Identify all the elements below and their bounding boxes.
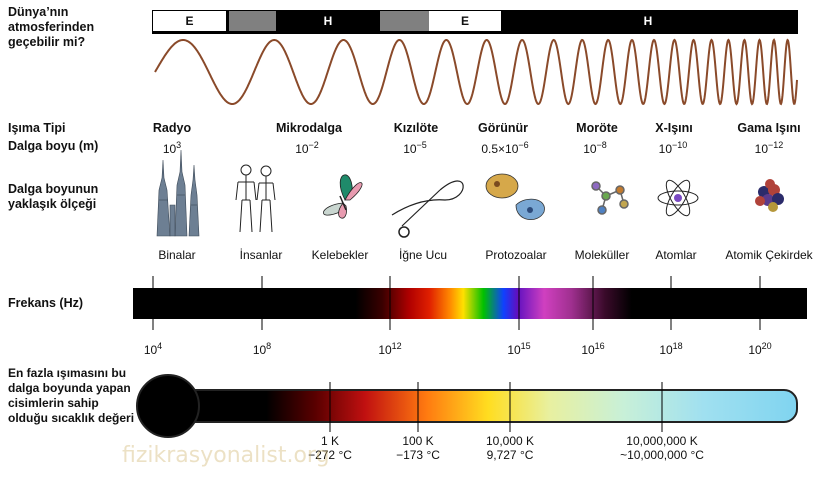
band-blocked-high: H bbox=[501, 11, 795, 31]
radiation-type-label: Işıma Tipi bbox=[8, 121, 66, 135]
type-xray: X-Işını bbox=[655, 121, 693, 135]
watermark: fizikrasyonalist.org bbox=[122, 443, 330, 468]
type-microwave: Mikrodalga bbox=[276, 121, 342, 135]
butterfly-icon bbox=[322, 174, 363, 219]
type-infrared: Kızılöte bbox=[393, 121, 439, 135]
thermometer-tube bbox=[178, 389, 798, 423]
band-partial-2 bbox=[380, 11, 429, 31]
wavelength-label: Dalga boyu (m) bbox=[8, 139, 99, 153]
freq-tick-20: 1020 bbox=[748, 341, 772, 357]
wavelength-radio: 103 bbox=[162, 140, 182, 156]
frequency-label: Frekans (Hz) bbox=[8, 296, 84, 310]
wavelength-microwave: 10−2 bbox=[295, 140, 319, 156]
caption-atoms: Atomlar bbox=[655, 248, 697, 262]
freq-tick-4: 104 bbox=[143, 341, 163, 357]
atmosphere-question: Dünya’nın atmosferinden geçebilir mi? bbox=[8, 5, 95, 49]
protozoa-icon bbox=[485, 173, 545, 220]
molecule-icon bbox=[591, 181, 629, 215]
caption-buildings: Binalar bbox=[158, 248, 196, 262]
thermometer-bulb bbox=[136, 374, 200, 438]
band-partial-1 bbox=[229, 11, 276, 31]
wavelength-gamma: 10−12 bbox=[754, 140, 784, 156]
atom-icon bbox=[657, 179, 699, 217]
band-transparent-radio: E bbox=[153, 11, 226, 31]
caption-molecules: Moleküller bbox=[574, 248, 630, 262]
type-gamma: Gama Işını bbox=[737, 121, 801, 135]
frequency-bar bbox=[133, 288, 807, 319]
wavelength-xray: 10−10 bbox=[658, 140, 688, 156]
temp-tick-100k: 100 K −173 °C bbox=[396, 434, 440, 462]
freq-tick-16: 1016 bbox=[581, 341, 605, 357]
caption-protozoa: Protozoalar bbox=[485, 248, 547, 262]
type-ultraviolet: Moröte bbox=[576, 121, 618, 135]
type-radio: Radyo bbox=[152, 121, 192, 135]
band-blocked-microwave: H bbox=[276, 11, 380, 31]
temp-tick-10000k: 10,000 K 9,727 °C bbox=[485, 434, 535, 462]
caption-needle-tip: İğne Ucu bbox=[398, 248, 448, 262]
skyscraper-icon bbox=[156, 149, 200, 237]
temp-tick-1k: 1 K −272 °C bbox=[308, 434, 352, 462]
caption-nucleus: Atomik Çekirdek bbox=[725, 248, 813, 262]
needle-icon bbox=[391, 180, 464, 238]
freq-tick-15: 1015 bbox=[507, 341, 531, 357]
wavelength-ultraviolet: 10−8 bbox=[583, 140, 607, 156]
temp-tick-10000000k: 10,000,000 K ~10,000,000 °C bbox=[620, 434, 704, 462]
freq-tick-18: 1018 bbox=[659, 341, 683, 357]
type-visible: Görünür bbox=[478, 121, 528, 135]
caption-humans: İnsanlar bbox=[239, 248, 283, 262]
scale-label: Dalga boyunun yaklaşık ölçeği bbox=[8, 182, 99, 211]
wavelength-infrared: 10−5 bbox=[403, 140, 427, 156]
freq-tick-8: 108 bbox=[252, 341, 272, 357]
wavelength-visible: 0.5×10−6 bbox=[481, 140, 529, 156]
band-transparent-visible: E bbox=[429, 11, 501, 31]
freq-tick-12: 1012 bbox=[378, 341, 402, 357]
human-figures-icon bbox=[235, 164, 276, 233]
nucleus-icon bbox=[755, 179, 784, 212]
temperature-label: En fazla ışımasını bu dalga boyunda yapa… bbox=[8, 366, 135, 425]
caption-butterflies: Kelebekler bbox=[311, 248, 369, 262]
